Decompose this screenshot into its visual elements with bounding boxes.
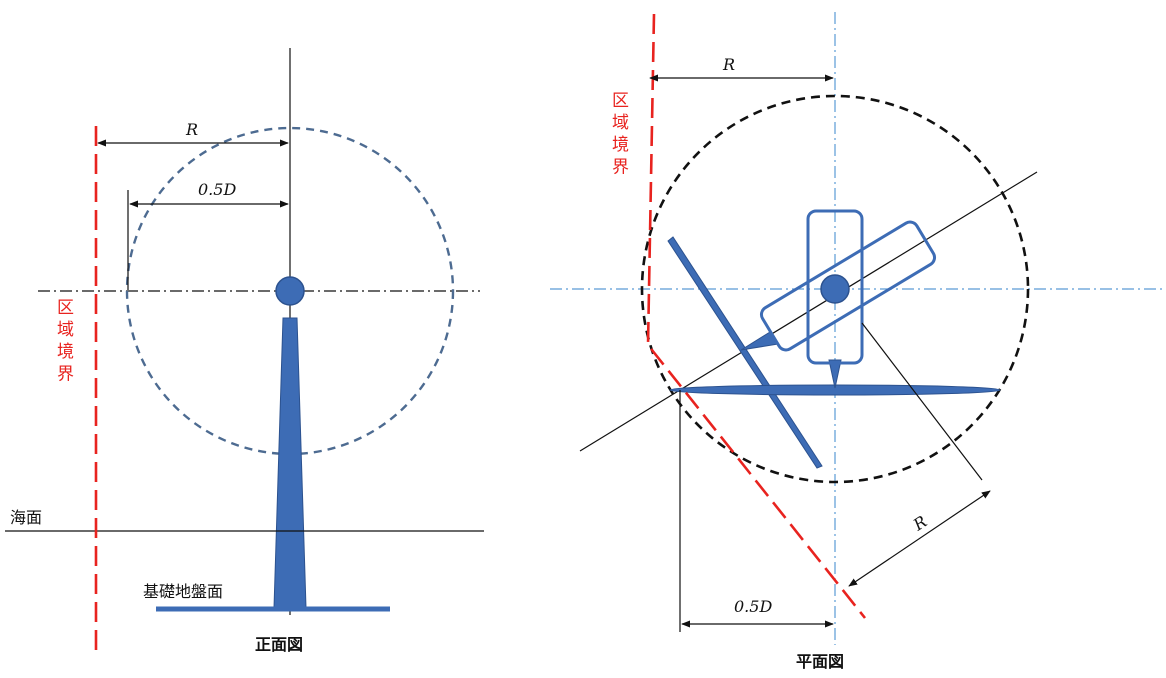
- front-foundation-label: 基礎地盤面: [143, 582, 223, 601]
- plan-radius-diag-label: R: [909, 512, 930, 535]
- front-sea-surface-label: 海面: [10, 508, 42, 527]
- plan-blade-diagonal: [667, 236, 823, 469]
- front-half-diameter-label: 0.5D: [198, 180, 236, 199]
- plan-nacelle-rotated: [759, 220, 937, 352]
- front-boundary-label: 区域境界: [57, 298, 74, 384]
- plan-nacelle-vertical: [806, 209, 864, 365]
- plan-view-title: 平面図: [796, 652, 844, 671]
- front-view: R 0.5D 区域境界 海面 基礎地盤面 正面図: [5, 48, 484, 654]
- front-tower: [273, 317, 307, 609]
- plan-rotor-circle: [640, 94, 1030, 484]
- plan-boundary-label: 区域境界: [612, 91, 629, 177]
- plan-view: R 区域境界 R 0.5D 平面図: [550, 12, 1164, 671]
- plan-hub: [820, 274, 850, 304]
- plan-half-diameter-label: 0.5D: [734, 597, 772, 616]
- plan-radius-top-label: R: [722, 55, 735, 74]
- front-radius-label: R: [185, 120, 198, 139]
- plan-blade-tip-down: [828, 359, 842, 389]
- front-hub: [275, 276, 305, 306]
- plan-radius-diag-dimension: [848, 490, 991, 587]
- plan-boundary-line: [646, 13, 867, 619]
- plan-radius-diag-extension: [861, 322, 983, 481]
- front-view-title: 正面図: [255, 635, 303, 654]
